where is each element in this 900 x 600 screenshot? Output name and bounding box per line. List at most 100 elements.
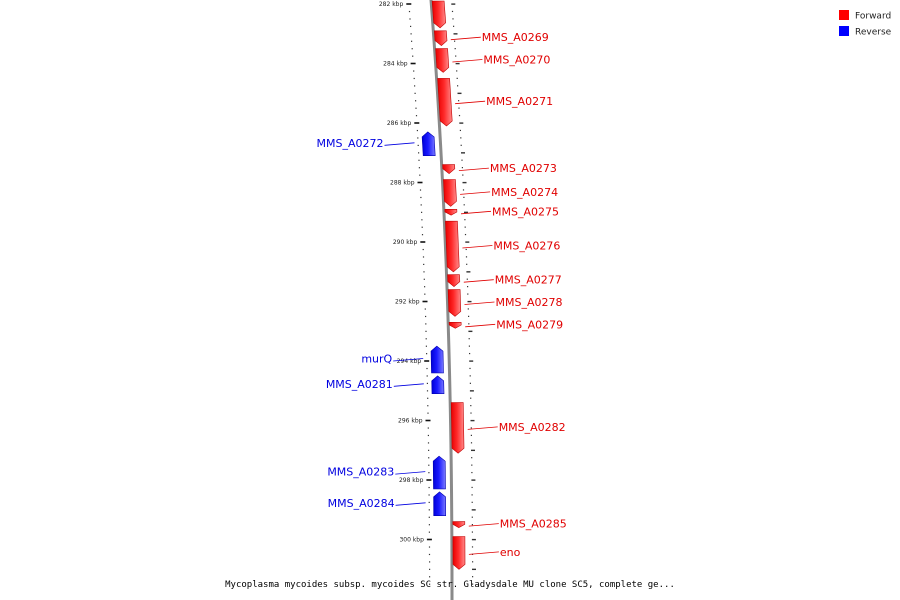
scale-dot-right: [469, 382, 471, 384]
scale-dot-left: [427, 442, 430, 444]
scale-dot-right: [461, 167, 463, 169]
scale-dot-left: [422, 256, 425, 258]
scale-dot-left: [427, 412, 429, 414]
scale-dot-right: [464, 219, 466, 221]
gene-arrow-murq: [430, 345, 444, 374]
scale-dot-right: [458, 100, 460, 102]
gene-arrow-unnamed-0: [431, 0, 447, 29]
scale-dot-right: [472, 576, 474, 578]
gene-label-eno: eno: [500, 546, 521, 559]
scale-dot-left: [418, 167, 420, 169]
scale-dot-left: [423, 278, 425, 280]
scale-dot-left: [428, 546, 431, 548]
scale-dot-left: [413, 77, 415, 80]
scale-dot-right: [471, 457, 473, 459]
gene-label-mms_a0271: MMS_A0271: [486, 95, 553, 108]
scale-dot-right: [456, 77, 458, 79]
gene-arrow-mms_a0275: [444, 209, 458, 216]
scale-dot-left: [428, 531, 430, 533]
gene-label-mms_a0272: MMS_A0272: [317, 137, 384, 150]
scale-dot-right: [464, 211, 468, 214]
scale-dot-left: [425, 345, 427, 347]
scale-dot-right: [468, 315, 470, 317]
scale-dot-right: [471, 501, 473, 503]
scale-dot-right: [470, 405, 472, 407]
legend-label-reverse: Reverse: [855, 28, 892, 38]
scale-dot-right: [471, 471, 473, 474]
scale-dot-right: [467, 300, 472, 303]
gene-label-mms_a0274: MMS_A0274: [491, 186, 558, 199]
scale-dot-right: [470, 412, 472, 414]
gene-label-leader: [393, 358, 424, 362]
scale-dot-right: [451, 10, 454, 13]
scale-dot-left: [428, 457, 430, 459]
scale-dot-right: [472, 568, 476, 571]
gene-arrow-mms_a0278: [447, 289, 462, 317]
scale-dot-right: [470, 419, 475, 422]
gene-label-leader: [384, 142, 415, 146]
scale-tick-label: 298 kbp: [399, 477, 424, 484]
scale-dot-right: [464, 233, 467, 236]
scale-dot-left: [428, 516, 430, 518]
scale-dot-right: [456, 70, 458, 72]
scale-dot-left: [421, 219, 423, 221]
scale-dot-right: [467, 308, 469, 310]
scale-dot-left: [429, 568, 431, 570]
scale-dot-right: [471, 531, 473, 533]
scale-dot-right: [468, 323, 470, 325]
scale-dot-left: [429, 583, 431, 585]
scale-dot-left: [428, 464, 430, 466]
gene-arrow-mms_a0271: [437, 78, 453, 127]
scale-dot-left: [428, 524, 430, 526]
scale-dot-left: [411, 48, 413, 50]
scale-dot-right: [459, 122, 464, 124]
scale-dot-right: [471, 509, 476, 511]
scale-dot-left: [429, 576, 431, 578]
gene-arrow-mms_a0279: [448, 321, 462, 329]
gene-label-leader: [468, 523, 499, 527]
scale-dot-right: [464, 226, 466, 228]
scale-dot-left: [423, 263, 425, 266]
scale-dot-right: [461, 159, 463, 161]
legend-item-reverse: Reverse: [839, 26, 892, 38]
gene-label-mms_a0275: MMS_A0275: [492, 205, 559, 218]
scale-dot-left: [421, 226, 423, 228]
gene-label-mms_a0277: MMS_A0277: [495, 274, 562, 287]
scale-dot-right: [467, 286, 469, 288]
scale-dot-right: [468, 338, 470, 340]
scale-dot-left: [424, 286, 426, 288]
legend-item-forward: Forward: [839, 10, 891, 22]
scale-dot-left: [428, 472, 430, 474]
gene-arrow-mms_a0269: [433, 30, 448, 46]
scale-dot-right: [466, 271, 471, 273]
scale-dot-right: [471, 464, 473, 466]
scale-tick-label: 290 kbp: [393, 239, 418, 246]
gene-label-leader: [468, 551, 499, 555]
gene-label-leader: [393, 383, 424, 387]
scale-dot-right: [471, 538, 476, 541]
scale-dot-right: [466, 263, 468, 265]
gene-arrow-mms_a0273: [442, 164, 456, 174]
scale-dot-right: [466, 278, 468, 280]
caption-sequence-title: Mycoplasma mycoides subsp. mycoides SC s…: [225, 580, 675, 590]
scale-dot-right: [470, 434, 472, 436]
scale-dot-left: [427, 397, 429, 399]
scale-dot-left: [424, 308, 426, 310]
scale-dot-left: [428, 486, 430, 489]
gene-label-leader: [460, 191, 491, 195]
scale-dot-right: [457, 85, 459, 87]
gene-label-mms_a0273: MMS_A0273: [490, 162, 557, 175]
scale-dot-right: [460, 137, 462, 139]
scale-dot-right: [458, 107, 460, 109]
gene-arrow-mms_a0283: [432, 455, 446, 490]
scale-dot-right: [461, 152, 465, 154]
legend-swatch-reverse: [839, 26, 849, 36]
scale-tick-label: 300 kbp: [399, 537, 424, 544]
scale-dot-right: [453, 33, 458, 35]
scale-dot-right: [465, 256, 468, 258]
scale-dot-left: [421, 234, 424, 236]
scale-dot-right: [469, 352, 471, 355]
scale-dot-right: [472, 583, 474, 585]
gene-label-leader: [450, 36, 481, 41]
